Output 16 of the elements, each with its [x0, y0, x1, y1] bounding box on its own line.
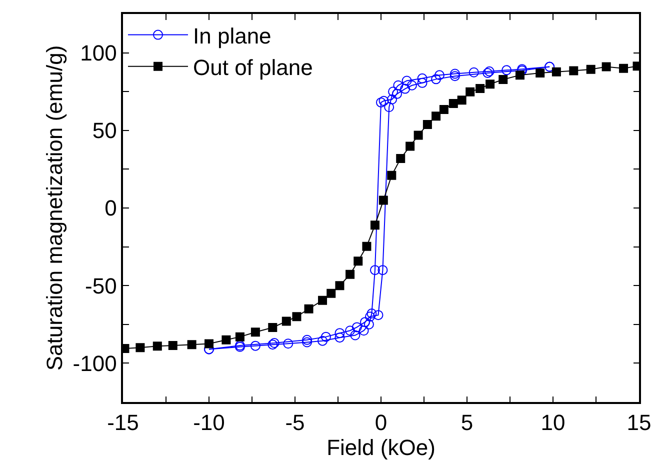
y-tick-label: -100: [72, 350, 117, 376]
y-axis-title: Saturation magnetization (emu/g): [42, 45, 68, 371]
x-tick-label: -15: [107, 410, 139, 436]
x-tick-label: -5: [285, 410, 305, 436]
x-tick-label: 0: [374, 410, 388, 436]
legend-label: In plane: [193, 23, 272, 48]
legend-label: Out of plane: [193, 54, 313, 80]
y-tick-label: 0: [104, 196, 117, 221]
x-tick-label: -10: [193, 410, 225, 436]
x-axis-title: Field (kOe): [326, 435, 436, 460]
x-tick-label: 10: [540, 410, 566, 436]
y-tick-label: -50: [85, 273, 117, 298]
x-tick-label: 15: [626, 410, 652, 436]
x-tick-label: 5: [460, 410, 474, 436]
y-tick-label: 50: [92, 118, 117, 144]
y-tick-label: 100: [80, 40, 117, 66]
